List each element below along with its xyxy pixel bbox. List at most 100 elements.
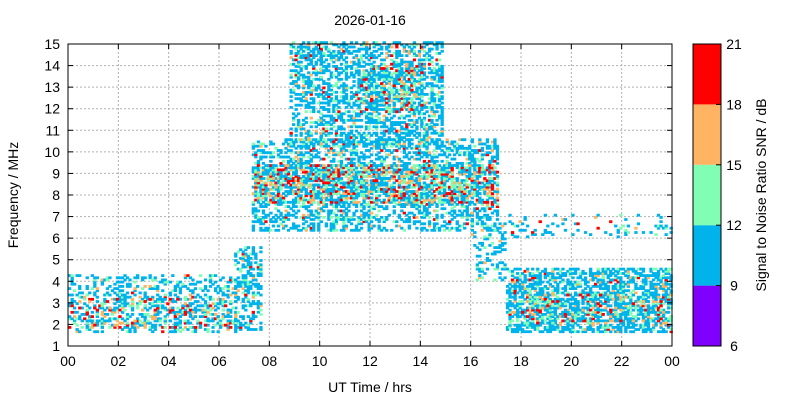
data-cell	[322, 158, 325, 161]
data-cell	[496, 182, 499, 185]
data-cell	[252, 246, 255, 249]
data-cell	[493, 138, 496, 141]
data-cell	[345, 225, 348, 228]
data-cell	[133, 294, 136, 297]
data-cell	[300, 104, 303, 107]
data-cell	[355, 149, 358, 152]
data-cell	[171, 300, 174, 303]
data-cell	[295, 216, 298, 219]
data-cell	[340, 78, 343, 81]
data-cell	[340, 177, 343, 180]
data-cell	[345, 56, 348, 59]
data-cell	[403, 179, 406, 182]
data-cell	[430, 61, 433, 64]
data-cell	[227, 309, 230, 312]
data-cell	[259, 251, 262, 254]
data-cell	[468, 145, 471, 148]
data-cell	[408, 225, 411, 228]
data-cell	[269, 212, 272, 215]
data-cell	[425, 76, 428, 79]
data-cell	[438, 59, 441, 62]
data-cell	[191, 279, 194, 282]
data-cell	[262, 177, 265, 180]
data-cell	[159, 320, 162, 323]
data-cell	[305, 110, 308, 113]
data-cell	[370, 141, 373, 144]
data-cell	[330, 216, 333, 219]
data-cell	[295, 134, 298, 137]
data-cell	[96, 300, 99, 303]
data-cell	[156, 285, 159, 288]
data-cell	[473, 145, 476, 148]
data-cell	[174, 326, 177, 329]
data-cell	[214, 274, 217, 277]
data-cell	[390, 46, 393, 49]
data-cell	[272, 156, 275, 159]
data-cell	[390, 164, 393, 167]
data-cell	[327, 48, 330, 51]
data-cell	[415, 216, 418, 219]
data-cell	[430, 119, 433, 122]
data-cell	[146, 313, 149, 316]
data-cell	[423, 222, 426, 225]
data-cell	[393, 186, 396, 189]
data-cell	[76, 311, 79, 314]
data-cell	[297, 119, 300, 122]
data-cell	[176, 307, 179, 310]
data-cell	[350, 130, 353, 133]
data-cell	[375, 214, 378, 217]
data-cell	[292, 123, 295, 126]
data-cell	[423, 117, 426, 120]
data-cell	[237, 296, 240, 299]
data-cell	[244, 309, 247, 312]
data-cell	[217, 315, 220, 318]
data-cell	[415, 125, 418, 128]
data-cell	[86, 309, 89, 312]
data-cell	[78, 330, 81, 333]
data-cell	[441, 95, 444, 98]
data-cell	[179, 320, 182, 323]
data-cell	[403, 229, 406, 232]
data-cell	[330, 132, 333, 135]
data-cell	[300, 179, 303, 182]
data-cell	[154, 276, 157, 279]
data-cell	[269, 229, 272, 232]
data-cell	[435, 164, 438, 167]
data-cell	[237, 276, 240, 279]
data-cell	[325, 59, 328, 62]
data-cell	[327, 145, 330, 148]
data-cell	[78, 300, 81, 303]
data-cell	[297, 225, 300, 228]
data-cell	[398, 50, 401, 53]
data-cell	[486, 138, 489, 141]
data-cell	[347, 210, 350, 213]
data-cell	[300, 61, 303, 64]
data-cell	[378, 210, 381, 213]
data-cell	[96, 276, 99, 279]
data-cell	[76, 324, 79, 327]
data-cell	[360, 119, 363, 122]
data-cell	[428, 216, 431, 219]
data-cell	[443, 199, 446, 202]
data-cell	[330, 201, 333, 204]
data-cell	[164, 317, 167, 320]
data-cell	[335, 91, 338, 94]
data-cell	[131, 313, 134, 316]
data-cell	[128, 279, 131, 282]
data-cell	[179, 315, 182, 318]
data-cell	[71, 274, 74, 277]
data-cell	[227, 320, 230, 323]
data-cell	[144, 292, 147, 295]
data-cell	[352, 158, 355, 161]
data-cell	[466, 222, 469, 225]
data-cell	[496, 197, 499, 200]
data-cell	[154, 317, 157, 320]
data-cell	[408, 216, 411, 219]
data-cell	[206, 289, 209, 292]
data-cell	[86, 276, 89, 279]
data-cell	[471, 138, 474, 141]
data-cell	[350, 222, 353, 225]
data-cell	[408, 151, 411, 154]
data-cell	[78, 307, 81, 310]
